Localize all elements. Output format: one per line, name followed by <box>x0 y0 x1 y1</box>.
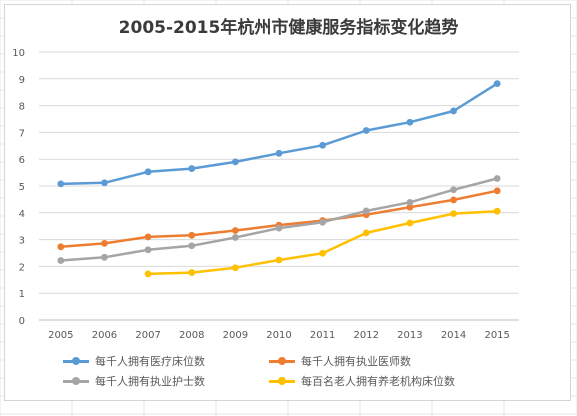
series-0 <box>57 80 501 188</box>
data-point <box>450 196 457 204</box>
x-tick-label: 2012 <box>354 330 379 341</box>
y-tick-label: 3 <box>19 236 25 247</box>
y-tick-label: 6 <box>19 155 25 166</box>
data-point <box>450 186 457 194</box>
plot-area: 0 1 2 3 4 5 6 7 8 9 10 2005 2006 2007 2008 2009 2010 2011… <box>12 48 519 341</box>
data-point <box>144 168 152 176</box>
data-point <box>275 149 283 157</box>
x-tick-label: 2007 <box>135 330 160 341</box>
data-point <box>406 198 414 206</box>
x-tick-label: 2006 <box>92 330 117 341</box>
legend-marker-doctors <box>269 356 295 366</box>
x-tick-label: 2005 <box>48 330 73 341</box>
y-tick-label: 2 <box>19 262 25 273</box>
data-point <box>188 242 196 250</box>
x-tick-label: 2014 <box>441 330 466 341</box>
y-tick-label: 9 <box>19 75 25 86</box>
data-point <box>231 227 239 234</box>
legend-label-nurses: 每千人拥有执业护士数 <box>95 375 205 388</box>
data-point <box>450 107 457 115</box>
data-point <box>144 270 152 278</box>
data-point <box>231 234 239 241</box>
series-2 <box>57 175 501 264</box>
data-point <box>57 257 65 264</box>
data-point <box>362 207 370 215</box>
data-point <box>275 256 283 264</box>
y-tick-label: 8 <box>19 102 25 113</box>
data-point <box>319 141 327 149</box>
series-line-0 <box>59 82 499 186</box>
data-point <box>57 180 65 188</box>
legend-item-doctors: 每千人拥有执业医师数 <box>269 353 411 369</box>
data-point <box>101 179 108 187</box>
data-point <box>493 187 501 195</box>
y-tick-label: 0 <box>19 316 25 327</box>
data-point <box>406 219 414 227</box>
data-point <box>188 165 196 172</box>
data-point <box>188 231 196 239</box>
data-point <box>493 207 501 215</box>
data-point <box>57 243 65 251</box>
series-3 <box>144 207 501 278</box>
data-point <box>406 118 414 126</box>
x-tick-label: 2009 <box>223 330 248 341</box>
data-point <box>231 158 239 166</box>
legend-label-beds: 每千人拥有医疗床位数 <box>95 355 205 368</box>
data-point <box>144 233 152 241</box>
legend-marker-nurses <box>63 376 89 386</box>
data-point <box>275 224 283 232</box>
data-point <box>144 246 152 254</box>
legend-item-nurses: 每千人拥有执业护士数 <box>63 373 205 389</box>
data-point <box>450 210 457 218</box>
data-point <box>188 269 196 276</box>
data-point <box>362 229 370 237</box>
data-point <box>319 218 327 226</box>
y-tick-label: 10 <box>12 48 25 59</box>
x-tick-label: 2011 <box>310 330 335 341</box>
y-tick-label: 5 <box>19 182 25 193</box>
legend-label-elderly-beds: 每百名老人拥有养老机构床位数 <box>301 375 455 388</box>
legend-item-beds: 每千人拥有医疗床位数 <box>63 353 205 369</box>
data-point <box>231 264 239 272</box>
x-tick-label: 2008 <box>179 330 204 341</box>
x-tick-label: 2010 <box>266 330 291 341</box>
data-point <box>101 253 108 261</box>
legend-marker-elderly-beds <box>269 376 295 386</box>
data-point <box>319 249 327 257</box>
y-tick-label: 7 <box>19 128 25 139</box>
chart-area[interactable]: 2005-2015年杭州市健康服务指标变化趋势 0 1 2 3 4 5 6 7 8 9 10 2005… <box>4 4 571 401</box>
data-point <box>493 175 501 182</box>
data-point <box>406 203 414 211</box>
legend-item-elderly-beds: 每百名老人拥有养老机构床位数 <box>269 373 455 389</box>
data-point <box>101 239 108 247</box>
x-tick-label: 2015 <box>484 330 509 341</box>
data-point <box>493 80 501 88</box>
data-point <box>362 127 370 134</box>
y-tick-label: 1 <box>19 289 25 300</box>
x-tick-label: 2013 <box>397 330 422 341</box>
chart-title: 2005-2015年杭州市健康服务指标变化趋势 <box>118 18 459 38</box>
y-tick-label: 4 <box>19 209 25 220</box>
legend-marker-beds <box>63 356 89 366</box>
legend-label-doctors: 每千人拥有执业医师数 <box>301 355 411 368</box>
